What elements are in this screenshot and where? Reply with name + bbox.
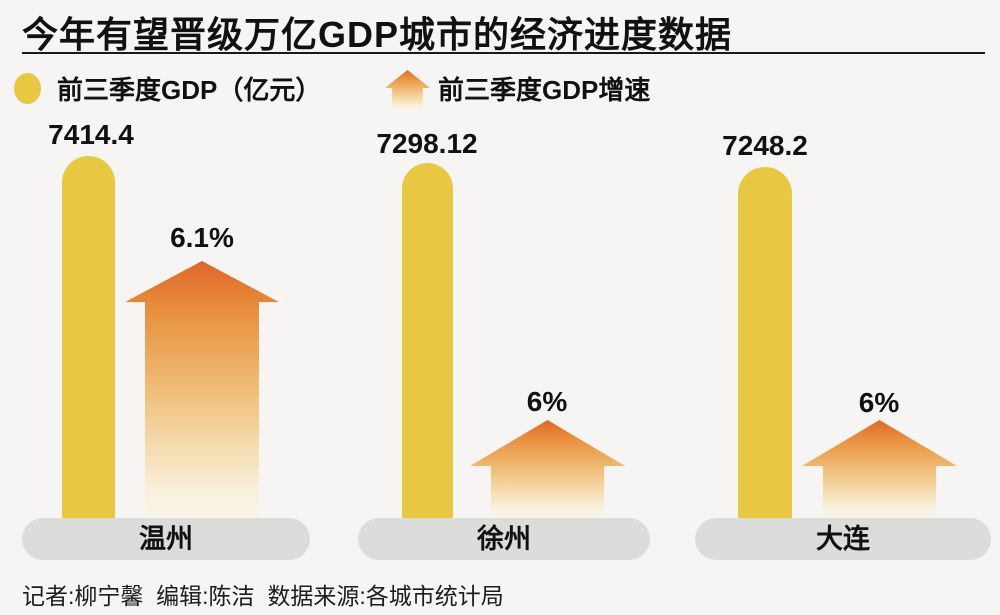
gdp-value-xuzhou: 7298.12	[376, 128, 478, 159]
growth-value-wenzhou: 6.1%	[170, 222, 234, 253]
gdp-bar-xuzhou	[402, 163, 453, 518]
gdp-legend-label: 前三季度GDP（亿元）	[57, 75, 322, 105]
gdp-legend-dot-icon	[14, 73, 41, 104]
city-pill-wenzhou: 温州	[22, 518, 310, 560]
growth-arrow-xuzhou-icon	[470, 420, 625, 518]
growth-value-dalian: 6%	[858, 387, 900, 418]
growth-arrow-dalian-icon	[802, 420, 957, 518]
gdp-value-wenzhou: 7414.4	[48, 119, 134, 150]
growth-legend-arrow-icon	[385, 70, 430, 110]
gdp-bar-wenzhou	[62, 156, 115, 518]
city-pill-xuzhou: 徐州	[358, 518, 650, 560]
credits-line: 记者:柳宁馨 编辑:陈洁 数据来源:各城市统计局	[22, 583, 504, 609]
growth-arrow-wenzhou-icon	[125, 261, 279, 518]
growth-legend-label: 前三季度GDP增速	[438, 75, 651, 105]
title-underline	[22, 52, 985, 54]
page-title: 今年有望晋级万亿GDP城市的经济进度数据	[22, 14, 733, 55]
gdp-bar-dalian	[738, 167, 792, 518]
gdp-value-dalian: 7248.2	[722, 130, 808, 161]
growth-value-xuzhou: 6%	[526, 386, 568, 417]
city-pill-dalian: 大连	[695, 518, 991, 560]
